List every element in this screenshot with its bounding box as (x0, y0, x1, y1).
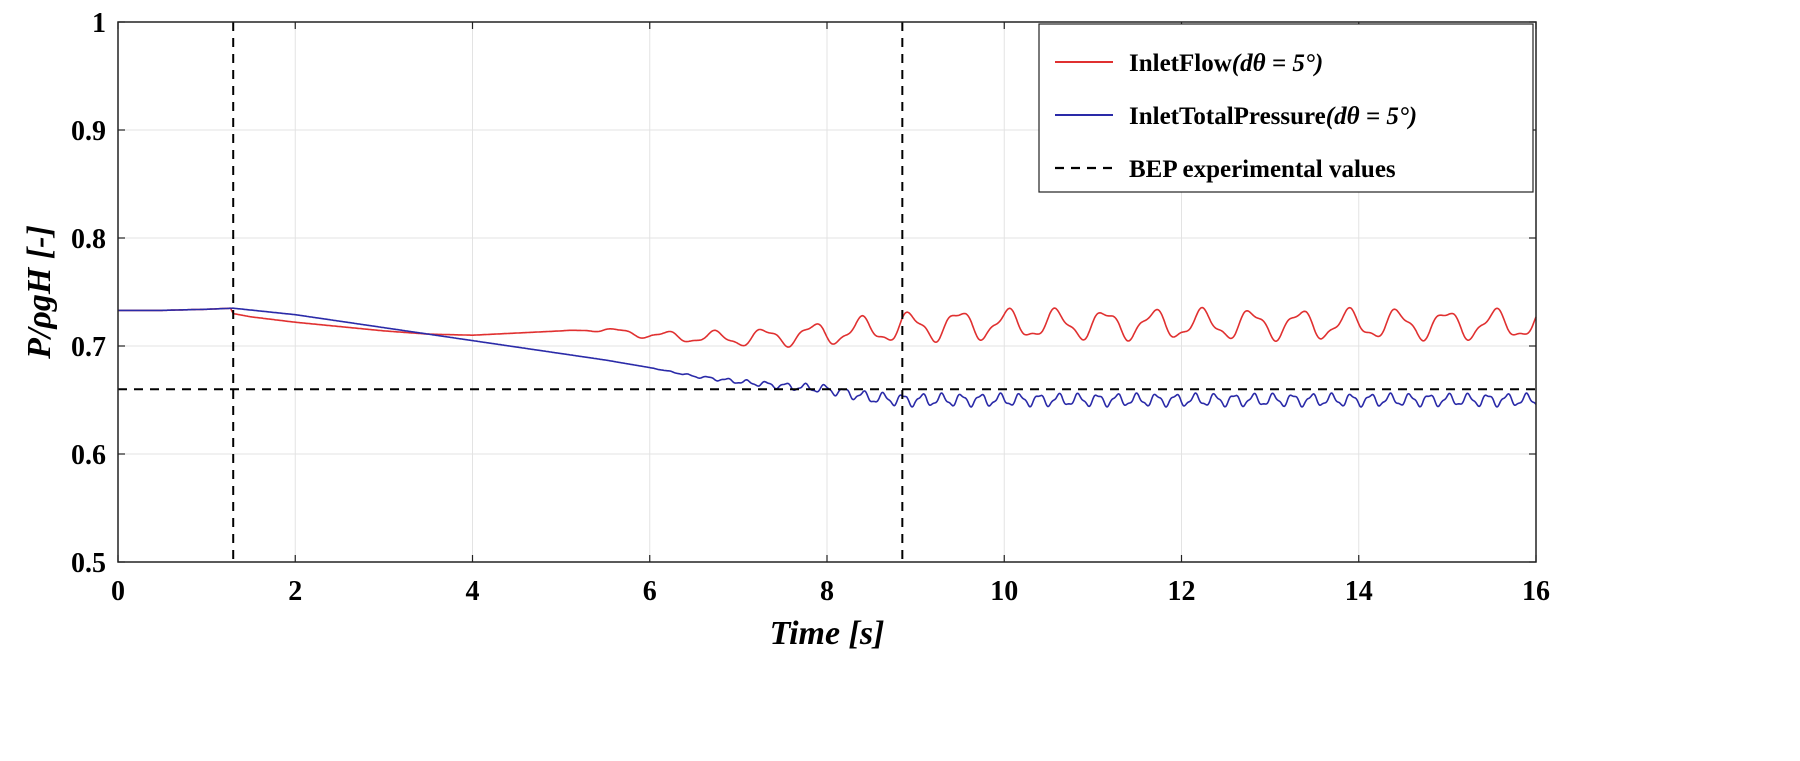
x-tick-label: 16 (1522, 576, 1550, 607)
legend-entry-inlettotalpressure: InletTotalPressure(dθ = 5°) (1129, 103, 1417, 130)
x-axis-label: Time [s] (770, 615, 885, 652)
y-tick-label: 0.6 (71, 440, 106, 471)
y-axis-label: P/ρgH [-] (21, 225, 58, 360)
legend-label-inlettotalpressure: InletTotalPressure (1129, 103, 1326, 130)
legend-suffix-inlettotalpressure: (dθ = 5°) (1326, 103, 1417, 130)
x-tick-label: 10 (990, 576, 1018, 607)
legend-suffix-inletflow: (dθ = 5°) (1232, 50, 1323, 77)
x-tick-label: 4 (466, 576, 480, 607)
x-tick-label: 14 (1345, 576, 1373, 607)
x-tick-label: 8 (820, 576, 834, 607)
plot-area (118, 306, 1537, 408)
y-tick-label: 0.9 (71, 116, 106, 147)
legend-label-inletflow: InletFlow (1129, 50, 1232, 77)
axis-ticks: 0 2 4 6 8 10 12 14 16 0.5 0.6 0.7 0.8 0.9 1 (71, 8, 1550, 607)
y-tick-label: 0.7 (71, 332, 106, 363)
bep-lines (118, 22, 1536, 562)
y-tick-label: 1 (92, 8, 106, 39)
legend-entry-inletflow: InletFlow(dθ = 5°) (1129, 50, 1323, 77)
legend-entry-bep: BEP experimental values (1129, 156, 1396, 183)
x-tick-label: 12 (1168, 576, 1196, 607)
y-tick-label: 0.5 (71, 548, 106, 579)
series-line-inlettotalpressure (118, 307, 1537, 408)
y-tick-label: 0.8 (71, 224, 106, 255)
series-line-inletflow (118, 306, 1537, 348)
x-tick-label: 6 (643, 576, 657, 607)
x-tick-label: 2 (288, 576, 302, 607)
x-tick-label: 0 (111, 576, 125, 607)
legend-box (1038, 23, 1534, 193)
legend: InletFlow(dθ = 5°) InletTotalPressure(dθ… (1038, 23, 1534, 193)
